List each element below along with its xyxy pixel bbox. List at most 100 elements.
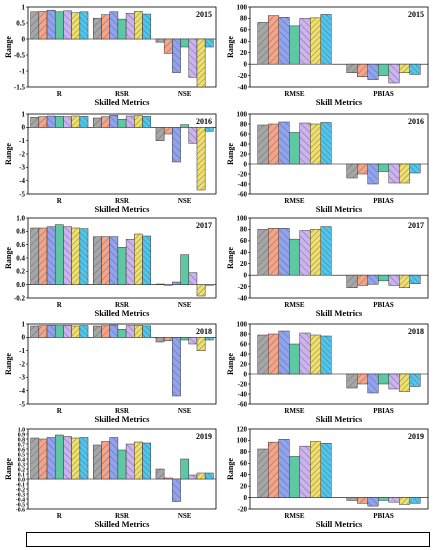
- y-tick-label: 0.3: [18, 462, 25, 468]
- bar-GPM-RMSE: [289, 456, 300, 498]
- bar-CRU-NSE: [163, 38, 173, 54]
- bar-GPM-RSR: [117, 119, 127, 128]
- y-tick-label: 1.0: [16, 214, 25, 222]
- bar-PERSIANN-CDR-RMSE: [299, 122, 311, 165]
- bar-GPM-NSE: [180, 254, 190, 285]
- x-tick-label: RMSE: [284, 90, 305, 98]
- y-tick-label: -40: [238, 180, 248, 188]
- bar-CHIRPS-NSE: [155, 38, 165, 43]
- x-tick-label: RSR: [115, 197, 130, 205]
- bar-PERSIANN-CDR-PBIAS: [388, 63, 400, 84]
- bar-TERRA-RMSE: [320, 335, 332, 375]
- y-tick-label: -20: [238, 505, 248, 513]
- bar-PERSIANN-CDR-RMSE: [299, 445, 311, 498]
- x-tick-label: RSR: [115, 407, 130, 415]
- bar-GLDAS-NSE: [172, 478, 181, 502]
- bar-CHIRPS-RMSE: [257, 229, 269, 276]
- y-tick-label: 40: [240, 38, 248, 46]
- y-tick-label: 20: [240, 49, 248, 57]
- y-tick-label: 0: [244, 271, 248, 279]
- bar-TERRA-NSE: [204, 337, 214, 341]
- bar-SM2RAIN-RMSE: [310, 229, 321, 276]
- bar-TERRA-PBIAS: [409, 163, 421, 174]
- y-tick-label: 0.0: [16, 281, 25, 289]
- bar-CHIRPS-NSE: [155, 127, 165, 141]
- y-tick-label: 0.8: [16, 228, 25, 236]
- y-tick-label: 0: [244, 370, 248, 378]
- bar-PERSIANN-CDR-NSE: [188, 38, 198, 78]
- x-tick-label: RMSE: [284, 197, 305, 205]
- x-axis-title: Skill Metrics: [316, 308, 363, 318]
- x-axis-title: Skill Metrics: [316, 204, 363, 214]
- bar-CHIRPS-R: [30, 227, 40, 285]
- bar-SM2RAIN-RSR: [134, 233, 143, 285]
- bar-PERSIANN-CDR-RSR: [125, 443, 135, 480]
- y-tick-label: -2: [19, 150, 25, 158]
- bar-SM2RAIN-NSE: [196, 337, 206, 351]
- y-tick-label: 60: [240, 130, 248, 138]
- y-tick-label: 60: [240, 237, 248, 245]
- y-tick-label: 40: [240, 140, 248, 148]
- bar-PERSIANN-CDR-NSE: [188, 337, 198, 345]
- bar-CHIRPS-NSE: [155, 468, 165, 480]
- bar-GPM-RMSE: [289, 343, 300, 375]
- bar-GPM-PBIAS: [378, 274, 389, 282]
- x-tick-label: NSE: [178, 407, 192, 415]
- x-tick-label: RSR: [115, 512, 130, 520]
- panel-year-label: 2016: [408, 117, 424, 126]
- bar-CHIRPS-PBIAS: [346, 63, 358, 73]
- bar-CHIRPS-PBIAS: [346, 274, 358, 288]
- bar-GLDAS-R: [46, 325, 56, 338]
- y-tick-label: -40: [238, 390, 248, 398]
- y-tick-label: -1: [19, 67, 25, 75]
- y-tick-label: 0.6: [18, 447, 25, 453]
- bar-GPM-NSE: [180, 38, 190, 48]
- bar-GPM-PBIAS: [378, 497, 389, 501]
- bar-SM2RAIN-RSR: [134, 325, 143, 338]
- y-tick-label: 0: [244, 160, 248, 168]
- bar-SM2RAIN-NSE: [196, 38, 206, 88]
- bar-GPM-R: [54, 116, 64, 128]
- bar-SM2RAIN-NSE: [196, 127, 206, 191]
- y-tick-label: 60: [240, 460, 248, 468]
- bar-CHIRPS-R: [30, 117, 40, 128]
- bar-CHIRPS-R: [30, 437, 40, 480]
- x-axis-title: Skilled Metrics: [94, 519, 150, 529]
- bar-GLDAS-R: [46, 226, 56, 285]
- bar-GPM-PBIAS: [378, 63, 389, 76]
- bar-SM2RAIN-R: [71, 227, 81, 285]
- y-tick-label: 0.5: [16, 19, 25, 27]
- bar-PERSIANN-CDR-R: [63, 116, 72, 128]
- plot-frame: [249, 217, 429, 299]
- x-tick-label: NSE: [178, 512, 192, 520]
- bar-CRU-RSR: [101, 325, 110, 338]
- bar-SM2RAIN-PBIAS: [399, 63, 410, 73]
- bar-GPM-RSR: [117, 247, 127, 285]
- panel-2019-left: [26, 428, 217, 510]
- bar-PERSIANN-CDR-NSE: [188, 127, 198, 144]
- bar-TERRA-PBIAS: [409, 373, 421, 387]
- bar-GLDAS-PBIAS: [367, 274, 379, 285]
- bar-CHIRPS-NSE: [155, 283, 165, 285]
- bar-GLDAS-RMSE: [278, 121, 290, 165]
- bar-CRU-R: [38, 227, 48, 285]
- bar-GLDAS-RSR: [109, 236, 119, 285]
- bar-CRU-R: [38, 116, 48, 128]
- bar-GLDAS-R: [46, 115, 56, 128]
- y-tick-label: -5: [19, 400, 25, 408]
- x-axis-title: Skilled Metrics: [94, 204, 150, 214]
- bar-CHIRPS-R: [30, 11, 40, 40]
- x-tick-label: PBIAS: [373, 512, 394, 520]
- bar-SM2RAIN-NSE: [196, 472, 206, 480]
- y-tick-label: 0.8: [18, 437, 25, 443]
- y-axis-label: Range: [4, 458, 13, 480]
- bar-TERRA-RMSE: [320, 443, 332, 498]
- y-tick-label: 1.0: [18, 427, 25, 433]
- x-axis-title: Skill Metrics: [316, 414, 363, 424]
- legend-frame: [26, 532, 430, 547]
- y-tick-label: 100: [237, 437, 248, 445]
- bar-GLDAS-NSE: [172, 127, 181, 163]
- bar-GPM-R: [54, 224, 64, 285]
- bar-CRU-PBIAS: [357, 63, 368, 77]
- bar-TERRA-RMSE: [320, 226, 332, 276]
